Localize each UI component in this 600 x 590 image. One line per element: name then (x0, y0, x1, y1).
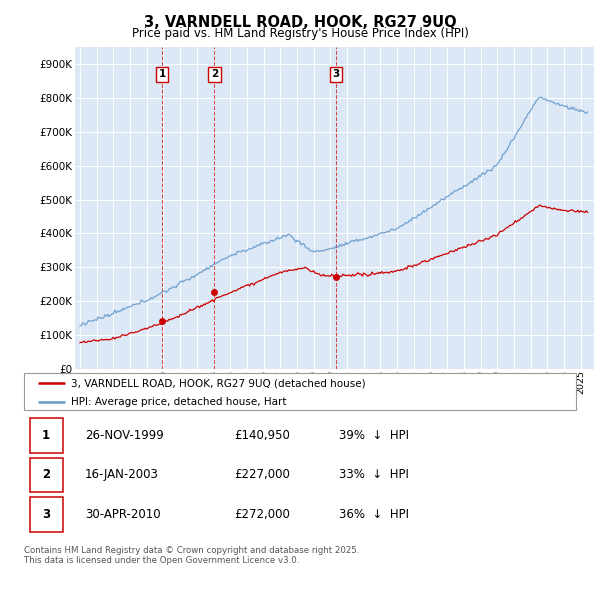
Text: HPI: Average price, detached house, Hart: HPI: Average price, detached house, Hart (71, 397, 286, 407)
FancyBboxPatch shape (24, 373, 576, 410)
Text: Contains HM Land Registry data © Crown copyright and database right 2025.
This d: Contains HM Land Registry data © Crown c… (24, 546, 359, 565)
Text: 3, VARNDELL ROAD, HOOK, RG27 9UQ (detached house): 3, VARNDELL ROAD, HOOK, RG27 9UQ (detach… (71, 378, 365, 388)
FancyBboxPatch shape (29, 497, 62, 532)
Text: 2: 2 (211, 69, 218, 79)
Text: 33%  ↓  HPI: 33% ↓ HPI (338, 468, 409, 481)
Text: 3, VARNDELL ROAD, HOOK, RG27 9UQ: 3, VARNDELL ROAD, HOOK, RG27 9UQ (143, 15, 457, 30)
Text: Price paid vs. HM Land Registry's House Price Index (HPI): Price paid vs. HM Land Registry's House … (131, 27, 469, 40)
FancyBboxPatch shape (29, 458, 62, 492)
Text: 1: 1 (158, 69, 166, 79)
Text: 36%  ↓  HPI: 36% ↓ HPI (338, 508, 409, 521)
Text: 16-JAN-2003: 16-JAN-2003 (85, 468, 158, 481)
Text: £227,000: £227,000 (234, 468, 290, 481)
Text: 3: 3 (42, 508, 50, 521)
Text: 39%  ↓  HPI: 39% ↓ HPI (338, 429, 409, 442)
Text: 1: 1 (42, 429, 50, 442)
Text: £140,950: £140,950 (234, 429, 290, 442)
Text: £272,000: £272,000 (234, 508, 290, 521)
Text: 26-NOV-1999: 26-NOV-1999 (85, 429, 163, 442)
FancyBboxPatch shape (29, 418, 62, 453)
Text: 2: 2 (42, 468, 50, 481)
Text: 3: 3 (332, 69, 340, 79)
Text: 30-APR-2010: 30-APR-2010 (85, 508, 160, 521)
